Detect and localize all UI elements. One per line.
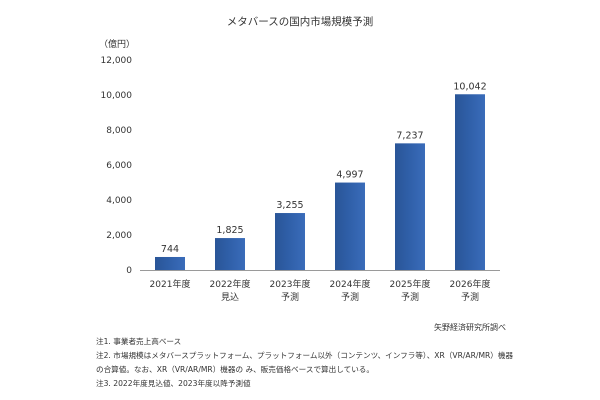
y-tick-label: 0 (126, 266, 132, 276)
bar (455, 94, 485, 270)
x-tick-label: 2024年度 (330, 278, 371, 290)
footnote-3: 注3. 2022年度見込値、2023年度以降予測値 (96, 379, 251, 388)
bar (155, 256, 185, 270)
x-tick-sublabel: 予測 (401, 291, 419, 303)
footnote-2-cont: の合算値。なお、XR（VR/AR/MR）機器の み、販売価格ベースで算出している… (96, 365, 374, 374)
y-tick-label: 6,000 (106, 161, 132, 171)
y-axis-unit: （億円） (99, 40, 136, 50)
chart-title: メタバースの国内市場規模予測 (226, 16, 374, 28)
y-tick-label: 8,000 (106, 126, 132, 136)
source-note: 矢野経済研究所調べ (434, 323, 506, 332)
y-tick-label: 4,000 (106, 196, 132, 206)
bar-value-label: 1,825 (216, 225, 243, 236)
x-tick-label: 2022年度 (210, 278, 251, 290)
x-tick-label: 2026年度 (450, 278, 491, 290)
bar-value-label: 7,237 (396, 130, 423, 141)
bar (275, 213, 305, 270)
footnotes: 注1. 事業者売上高ベース 注2. 市場規模はメタバースプラットフォーム、プラッ… (96, 335, 513, 391)
y-tick-label: 10,000 (101, 91, 133, 101)
bar-value-label: 3,255 (276, 200, 303, 211)
x-tick-label: 2023年度 (270, 278, 311, 290)
x-tick-sublabel: 予測 (281, 291, 299, 303)
footnote-2: 注2. 市場規模はメタバースプラットフォーム、プラットフォーム以外（コンテンツ、… (96, 351, 514, 360)
bar-value-label: 4,997 (336, 170, 363, 181)
bar (335, 182, 365, 270)
y-tick-label: 12,000 (101, 56, 133, 66)
x-tick-sublabel: 予測 (461, 291, 479, 303)
bar-value-label: 10,042 (453, 81, 486, 92)
bar (215, 238, 245, 270)
y-tick-label: 2,000 (106, 231, 132, 241)
bar-value-label: 744 (161, 244, 179, 255)
x-tick-label: 2025年度 (390, 278, 431, 290)
x-tick-label: 2021年度 (150, 278, 191, 290)
footnote-1: 注1. 事業者売上高ベース (96, 337, 182, 346)
x-tick-sublabel: 見込 (221, 292, 239, 303)
x-tick-sublabel: 予測 (341, 291, 359, 303)
bar (395, 143, 425, 270)
